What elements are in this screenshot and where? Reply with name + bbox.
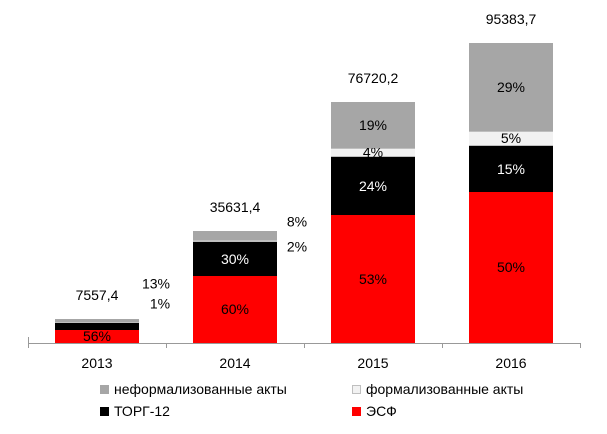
legend-label: ЭСФ [366,403,397,419]
segment-percent-label: 56% [82,328,112,345]
legend-label: формализованные акты [366,381,524,397]
legend-item-неформализованные акты: неформализованные акты [100,382,287,397]
segment-формализованные акты-2015: 4% [331,144,415,161]
bar-total-label: 95383,7 [485,11,537,27]
segment-ЭСФ-2013: 56% [55,328,139,345]
segment-percent-label: 19% [358,116,388,133]
bar-total-label: 35631,4 [209,198,261,215]
legend-swatch-icon [100,385,109,394]
stacked-bar-2016: 50% 15% 5% 29% [469,43,553,343]
segment-percent-label: 24% [358,178,388,195]
x-axis-tick [442,344,443,348]
x-axis-tick [28,344,29,348]
segment-неформализованные акты-2013 [55,319,139,323]
bar-total-label: 76720,2 [347,69,399,86]
segment-percent-label: 60% [220,301,250,318]
x-axis-tick [304,344,305,348]
segment-неформализованные акты-2014 [193,230,277,240]
legend-item-ТОРГ-12: ТОРГ-12 [100,404,170,419]
segment-percent-label: 50% [496,259,526,276]
x-axis-category-label: 2013 [81,355,113,371]
segment-percent-label: 29% [496,78,526,95]
stacked-bar-2015: 53% 24% 4% 19% [331,101,415,343]
segment-ЭСФ-2016: 50% [469,191,553,343]
x-axis-tick [166,344,167,348]
x-axis-category-label: 2014 [219,355,251,371]
segment-percent-label: 4% [362,144,384,161]
y-axis-stub [28,337,29,343]
segment-percent-label: 30% [220,250,250,267]
legend-item-формализованные акты: формализованные акты [352,382,523,397]
legend-swatch-icon [100,407,109,416]
x-axis-line [28,343,581,344]
x-axis-category-label: 2015 [357,355,389,371]
segment-ТОРГ-12-2015: 24% [331,157,415,216]
x-axis-category-label: 2016 [495,355,527,371]
legend-label: неформализованные акты [114,381,287,397]
legend-swatch-icon [352,385,361,394]
stacked-bar-2014: 60% 30% [193,230,277,343]
outside-percent-label: 1% [149,295,171,312]
outside-percent-label: 2% [286,238,308,255]
segment-percent-label: 53% [358,271,388,288]
legend-item-ЭСФ: ЭСФ [352,404,397,419]
segment-ТОРГ-12-2016: 15% [469,146,553,192]
segment-неформализованные акты-2016: 29% [469,43,553,131]
segment-percent-label: 5% [500,130,522,147]
legend-label: ТОРГ-12 [114,403,170,419]
segment-неформализованные акты-2015: 19% [331,101,415,148]
segment-ТОРГ-12-2013 [55,322,139,330]
segment-формализованные акты-2014 [193,239,277,243]
segment-ЭСФ-2015: 53% [331,215,415,343]
segment-формализованные акты-2016: 5% [469,130,553,147]
legend-swatch-icon [352,407,361,416]
outside-percent-label: 8% [286,213,308,230]
outside-percent-label: 13% [141,275,171,292]
x-axis-tick [580,344,581,348]
bar-total-label: 7557,4 [75,287,119,304]
segment-ТОРГ-12-2014: 30% [193,242,277,276]
segment-ЭСФ-2014: 60% [193,275,277,343]
segment-percent-label: 15% [496,160,526,177]
stacked-bar-2013: 56% [55,319,139,343]
